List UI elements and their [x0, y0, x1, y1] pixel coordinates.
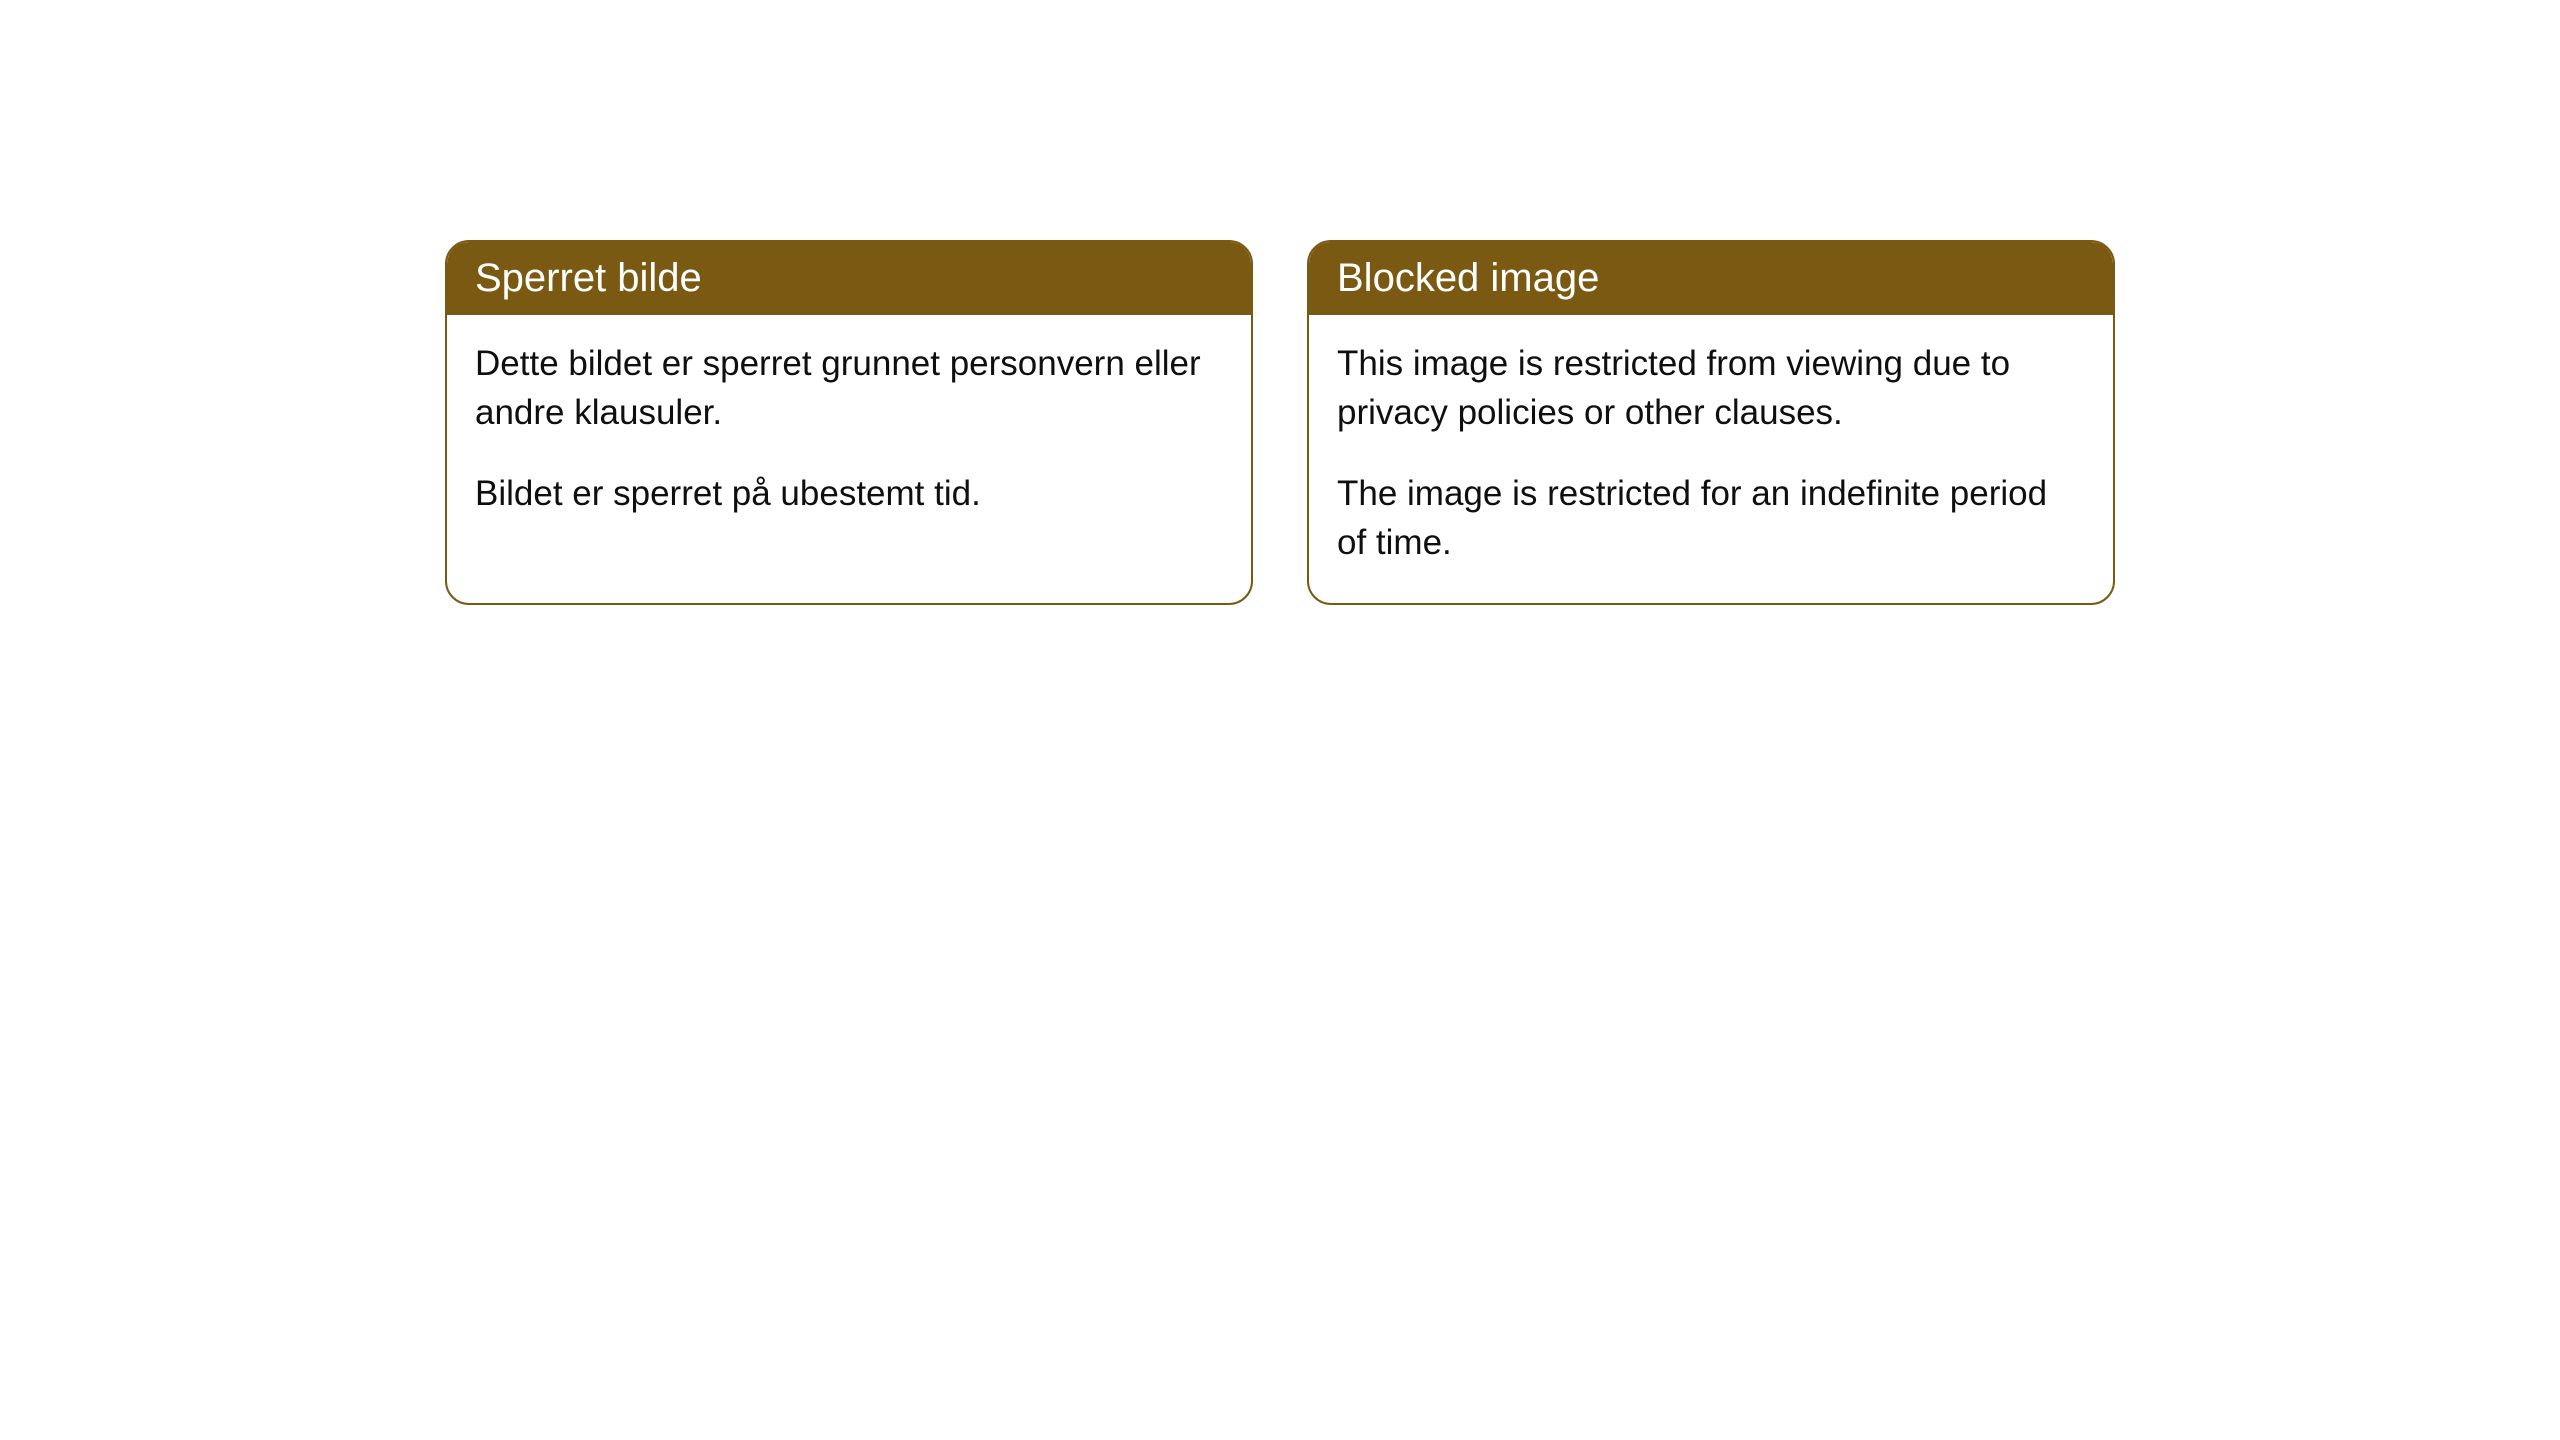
blocked-image-card-en: Blocked image This image is restricted f…	[1307, 240, 2115, 605]
card-title: Sperret bilde	[475, 256, 702, 300]
blocked-image-card-no: Sperret bilde Dette bildet er sperret gr…	[445, 240, 1253, 605]
card-paragraph: This image is restricted from viewing du…	[1337, 339, 2085, 437]
card-body: Dette bildet er sperret grunnet personve…	[447, 315, 1251, 554]
card-header: Blocked image	[1309, 242, 2113, 315]
card-header: Sperret bilde	[447, 242, 1251, 315]
card-title: Blocked image	[1337, 256, 1599, 300]
card-paragraph: Bildet er sperret på ubestemt tid.	[475, 469, 1223, 518]
card-paragraph: Dette bildet er sperret grunnet personve…	[475, 339, 1223, 437]
card-body: This image is restricted from viewing du…	[1309, 315, 2113, 603]
cards-container: Sperret bilde Dette bildet er sperret gr…	[445, 240, 2115, 605]
card-paragraph: The image is restricted for an indefinit…	[1337, 469, 2085, 567]
